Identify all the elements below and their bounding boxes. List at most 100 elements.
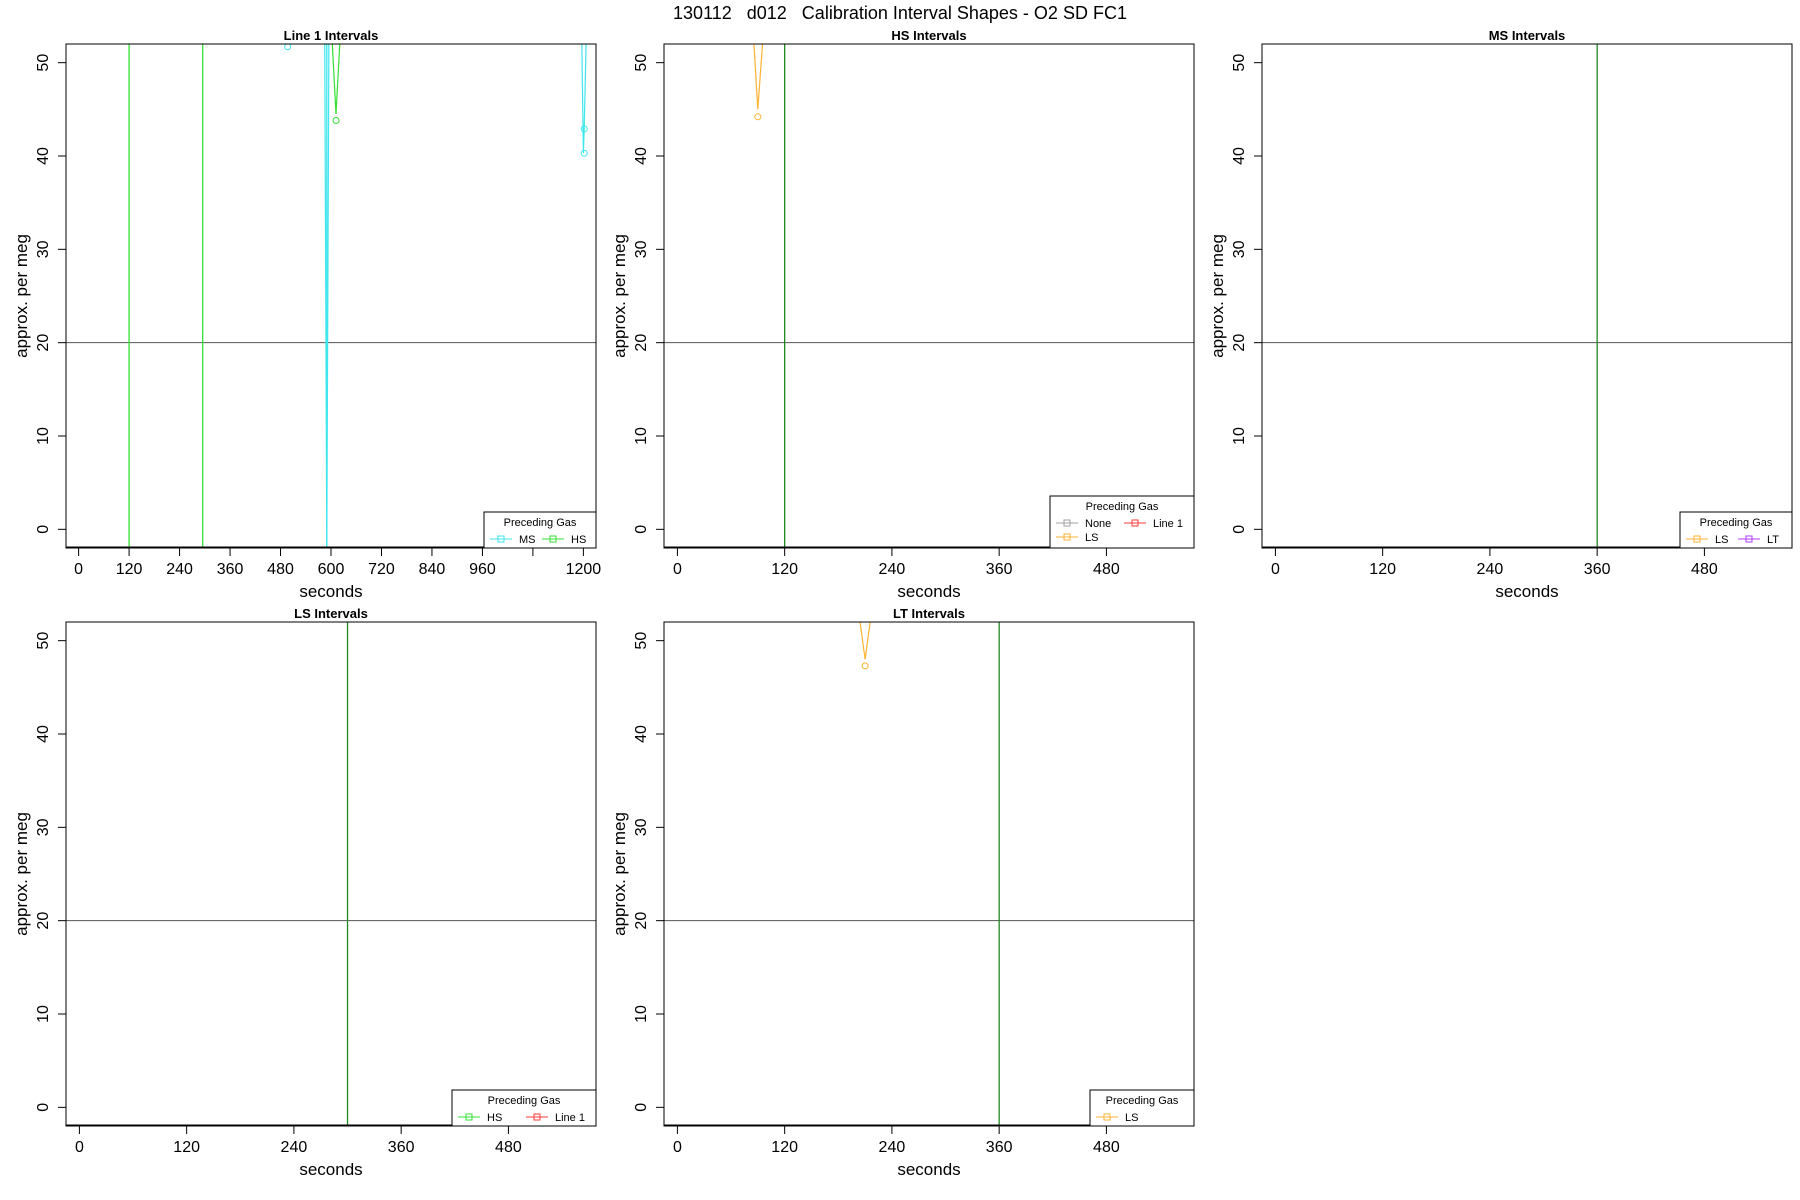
data-point [580, 125, 588, 133]
plot-frame [1261, 43, 1793, 549]
figure-title: 130112 d012 Calibration Interval Shapes … [673, 3, 1127, 23]
x-tick-label: 600 [318, 561, 345, 578]
chart-title: HS Intervals [891, 28, 966, 43]
legend-swatch-marker [549, 535, 557, 543]
x-tick-label: 360 [986, 1139, 1013, 1156]
series-line [324, 44, 330, 548]
y-tick-label: 20 [35, 912, 52, 930]
plot-frame [663, 621, 1195, 1127]
data-point [284, 44, 292, 51]
legend: Preceding Gas LS [1089, 1089, 1195, 1127]
x-tick-label: 0 [673, 561, 682, 578]
x-tick-label: 480 [1093, 561, 1120, 578]
chart-panel: LT Intervals 0 120 240 360 480 seconds 0 10 20 30 4… [610, 606, 1195, 1179]
y-tick-label: 50 [35, 632, 52, 650]
y-axis: 0 10 20 30 40 50 [35, 632, 67, 1112]
legend: Preceding Gas None Line 1 LS [1049, 495, 1195, 549]
chart-panel: Line 1 Intervals 0 120 240 360 480 600 720 840 96… [12, 28, 602, 601]
legend-label: Line 1 [555, 1112, 585, 1124]
plot-area [66, 44, 596, 548]
chart-title: Line 1 Intervals [284, 28, 379, 43]
x-tick-label: 360 [986, 561, 1013, 578]
x-tick-label: 960 [469, 561, 496, 578]
y-tick-label: 0 [633, 525, 650, 534]
y-axis: 0 10 20 30 40 50 [633, 632, 665, 1112]
y-axis-label: approx. per meg [610, 234, 629, 358]
y-axis: 0 10 20 30 40 50 [633, 54, 665, 534]
legend-item: Line 1 [526, 1112, 585, 1124]
y-tick-label: 20 [1231, 334, 1248, 352]
y-tick-label: 40 [633, 725, 650, 743]
y-tick-label: 50 [633, 54, 650, 72]
x-axis: 0 120 240 360 480 [75, 1125, 522, 1156]
data-point [580, 149, 588, 157]
y-tick-label: 0 [1231, 525, 1248, 534]
x-tick-label: 480 [267, 561, 294, 578]
x-axis: 0 120 240 360 480 [673, 547, 1120, 578]
data-point [754, 113, 762, 121]
x-axis-label: seconds [897, 582, 960, 601]
y-tick-label: 40 [633, 147, 650, 165]
x-tick-label: 360 [388, 1139, 415, 1156]
y-tick-label: 40 [35, 725, 52, 743]
legend-label: HS [487, 1112, 502, 1124]
chart-panel: MS Intervals 0 120 240 360 480 seconds 0 10 20 30 4… [1208, 28, 1793, 601]
y-tick-label: 0 [35, 525, 52, 534]
x-axis-label: seconds [1495, 582, 1558, 601]
x-tick-label: 120 [116, 561, 143, 578]
x-tick-label: 1200 [566, 561, 602, 578]
legend-title: Preceding Gas [1086, 501, 1159, 513]
series-line [331, 44, 341, 115]
y-tick-label: 0 [633, 1103, 650, 1112]
chart-title: MS Intervals [1489, 28, 1566, 43]
x-tick-label: 0 [673, 1139, 682, 1156]
x-axis: 0 120 240 360 480 600 720 840 960 1200 [74, 547, 602, 578]
plot-area [664, 622, 1194, 1126]
y-axis: 0 10 20 30 40 50 [35, 54, 67, 534]
x-tick-label: 120 [1369, 561, 1396, 578]
legend-box [1049, 495, 1195, 549]
plot-frame [65, 43, 597, 549]
x-tick-label: 120 [173, 1139, 200, 1156]
y-tick-label: 20 [35, 334, 52, 352]
y-tick-label: 10 [633, 427, 650, 445]
x-tick-label: 0 [1271, 561, 1280, 578]
series-line [753, 44, 764, 110]
x-tick-label: 240 [1477, 561, 1504, 578]
legend-swatch-marker [1103, 1113, 1111, 1121]
x-tick-label: 240 [879, 1139, 906, 1156]
legend: Preceding Gas MS HS [483, 511, 597, 549]
legend-item: HS [458, 1112, 502, 1124]
legend-label: HS [571, 534, 586, 546]
x-tick-label: 120 [771, 1139, 798, 1156]
y-axis: 0 10 20 30 40 50 [1231, 54, 1263, 534]
x-tick-label: 240 [166, 561, 193, 578]
legend-item: None [1056, 518, 1111, 530]
y-tick-label: 10 [1231, 427, 1248, 445]
y-tick-label: 50 [1231, 54, 1248, 72]
y-tick-label: 20 [633, 334, 650, 352]
legend-swatch-marker [1693, 535, 1701, 543]
x-tick-label: 840 [419, 561, 446, 578]
chart-title: LT Intervals [893, 606, 965, 621]
chart-panel: HS Intervals 0 120 240 360 480 seconds 0 10 20 30 4… [610, 28, 1195, 601]
legend-label: LT [1767, 534, 1779, 546]
legend-title: Preceding Gas [488, 1095, 561, 1107]
y-tick-label: 10 [633, 1005, 650, 1023]
legend-swatch-marker [1131, 519, 1139, 527]
legend-swatch-marker [1745, 535, 1753, 543]
y-axis-label: approx. per meg [12, 234, 31, 358]
legend-label: MS [519, 534, 536, 546]
legend-item: LS [1096, 1112, 1138, 1124]
series-line [581, 44, 587, 154]
legend-label: LS [1715, 534, 1728, 546]
x-tick-label: 120 [771, 561, 798, 578]
legend-item: LS [1686, 534, 1728, 546]
y-tick-label: 30 [1231, 240, 1248, 258]
chart-title: LS Intervals [294, 606, 368, 621]
x-axis-label: seconds [897, 1160, 960, 1179]
x-tick-label: 360 [217, 561, 244, 578]
legend-item: LT [1738, 534, 1779, 546]
y-axis-label: approx. per meg [1208, 234, 1227, 358]
series-line [859, 622, 871, 660]
